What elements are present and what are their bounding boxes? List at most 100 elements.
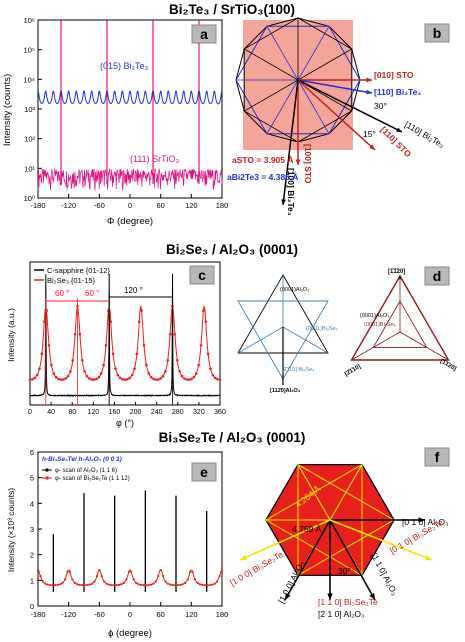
panel-b-badge: b bbox=[433, 25, 442, 41]
bi2se3-point-77 bbox=[211, 373, 215, 377]
bi3se2te-point-22 bbox=[90, 582, 94, 585]
bi2se3-point-36 bbox=[114, 367, 117, 370]
c-ann-60a: 60 ° bbox=[55, 289, 69, 298]
bi2se3-point-29 bbox=[97, 375, 101, 379]
bi2se3-point-13 bbox=[59, 378, 63, 381]
bi3se2te-point-26 bbox=[100, 574, 103, 578]
bi3se2te-point-56 bbox=[174, 584, 177, 587]
bi3se2te-point-52 bbox=[164, 580, 167, 583]
e-xtick-label-4: 60 bbox=[156, 610, 164, 619]
bi3se2te-point-72 bbox=[213, 582, 216, 585]
bi2se3-point-55 bbox=[159, 377, 162, 380]
bi2se3-point-69 bbox=[192, 375, 196, 379]
bi2se3-point-50 bbox=[147, 372, 151, 375]
bi3se2te-point-29 bbox=[108, 583, 111, 586]
f-arrow-100-bst bbox=[239, 519, 331, 561]
bi2se3-point-31 bbox=[102, 363, 105, 367]
bi3se2te-point-62 bbox=[189, 570, 192, 573]
e-xtick-label-2: -60 bbox=[94, 610, 105, 619]
d-right-left: [2̄1̄10] bbox=[344, 364, 362, 378]
bi3se2te-point-25 bbox=[98, 568, 101, 572]
e-xtick-label-6: 180 bbox=[216, 610, 229, 619]
a-ytick-label-3: 10³ bbox=[24, 105, 35, 114]
bi2se3-point-73 bbox=[202, 309, 205, 312]
bi3se2te-point-24 bbox=[95, 574, 98, 578]
b-arrow-100-bt-head bbox=[281, 199, 286, 205]
series-srtio3-noise bbox=[37, 167, 223, 191]
panel-e-plot bbox=[36, 490, 224, 592]
e-xtick-label-5: 120 bbox=[185, 610, 198, 619]
f-arrow-100-al bbox=[284, 519, 331, 601]
bi3se2te-point-58 bbox=[179, 583, 182, 586]
e-ytick-label-3: 3 bbox=[30, 525, 34, 534]
bi3se2te-point-66 bbox=[198, 583, 202, 586]
panel-c: c C-sapphire {01-12} Bi₂Se₃ {01-15} 60 °… bbox=[6, 261, 226, 428]
a-ytick-label-5: 10⁵ bbox=[24, 46, 35, 55]
bi3se2te-point-60 bbox=[184, 581, 187, 584]
panel-b-lattice bbox=[235, 17, 403, 206]
bi2se3-point-56 bbox=[161, 374, 165, 378]
e-ytick-label-4: 4 bbox=[30, 499, 34, 508]
bi3se2te-point-46 bbox=[149, 583, 152, 586]
bi3se2te-point-1 bbox=[39, 574, 42, 578]
bi2se3-point-70 bbox=[194, 372, 198, 375]
bi3se2te-point-32 bbox=[115, 584, 118, 587]
panel-c-plot bbox=[28, 273, 222, 398]
bi3se2te-point-50 bbox=[159, 568, 162, 572]
d-left-spoke-2 bbox=[237, 326, 284, 354]
bi2se3-point-57 bbox=[164, 370, 167, 373]
bi2se3-point-9 bbox=[50, 363, 53, 367]
bi3se2te-point-55 bbox=[171, 583, 175, 587]
panel-b-badge-bg bbox=[424, 23, 450, 43]
bi3se2te-point-4 bbox=[46, 583, 49, 586]
a-ytick-label-0: 10⁰ bbox=[24, 194, 35, 203]
d-left-1120: [112̄0]Al₂O₃ bbox=[270, 388, 301, 394]
bi3se2te-point-47 bbox=[152, 582, 155, 585]
bi3se2te-point-11 bbox=[63, 578, 67, 581]
a-ytick-label-6: 10⁶ bbox=[24, 16, 35, 25]
bi2se3-point-72 bbox=[199, 343, 203, 347]
bi3se2te-point-54 bbox=[169, 583, 172, 586]
panel-a-badge: a bbox=[200, 26, 208, 42]
c-xtick-label-4: 160 bbox=[109, 409, 121, 416]
bi2se3-point-2 bbox=[33, 376, 37, 380]
bi2se3-point-23 bbox=[83, 370, 86, 373]
bi2se3-point-26 bbox=[90, 378, 94, 381]
c-xtick-label-8: 320 bbox=[193, 409, 205, 416]
panel-a-series1-label: (015) Bi₂Te₃ bbox=[100, 61, 149, 71]
bi2se3-point-38 bbox=[118, 376, 122, 380]
bi2se3-point-3 bbox=[35, 373, 39, 377]
f-arrow-100-bst-head bbox=[240, 554, 247, 560]
bi3se2te-point-2 bbox=[41, 580, 45, 583]
bi2se3-point-12 bbox=[57, 377, 60, 381]
bi2se3-point-28 bbox=[95, 377, 98, 381]
bi3se2te-point-75 bbox=[220, 568, 224, 572]
bi3se2te-point-43 bbox=[142, 584, 145, 587]
bi2se3-point-21 bbox=[78, 332, 82, 336]
c-xtick-label-5: 200 bbox=[130, 409, 142, 416]
bi2se3-point-65 bbox=[183, 377, 186, 380]
panel-c-xlabel: φ (°) bbox=[116, 418, 134, 428]
bi2se3-point-74 bbox=[204, 320, 208, 323]
bi2se3-point-0 bbox=[28, 378, 32, 381]
f-arrow-010-al-head bbox=[418, 517, 425, 523]
series-sapphire bbox=[29, 273, 221, 398]
bi3se2te-point-53 bbox=[166, 582, 170, 585]
bi2se3-point-62 bbox=[175, 358, 179, 362]
bi3se2te-point-20 bbox=[85, 583, 89, 587]
bi3se2te-point-71 bbox=[211, 583, 214, 586]
bi3se2te-point-67 bbox=[201, 583, 204, 586]
bi2se3-point-75 bbox=[206, 352, 210, 356]
bi2se3-point-32 bbox=[104, 343, 108, 347]
d-left-al: (0001)Al₂O₃ bbox=[280, 287, 309, 293]
bi2se3-point-54 bbox=[156, 378, 160, 381]
c-ann-60b: 60 ° bbox=[85, 289, 99, 298]
bi3se2te-point-57 bbox=[176, 584, 179, 587]
b-arrow-100-bt bbox=[282, 79, 299, 206]
bi3se2te-point-28 bbox=[105, 582, 108, 585]
bi3se2te-point-68 bbox=[203, 584, 206, 587]
e-xtick-label-3: 0 bbox=[128, 610, 132, 619]
bi2se3-point-35 bbox=[111, 352, 115, 356]
bi2se3-point-45 bbox=[135, 352, 139, 356]
c-xtick-label-7: 280 bbox=[172, 409, 184, 416]
